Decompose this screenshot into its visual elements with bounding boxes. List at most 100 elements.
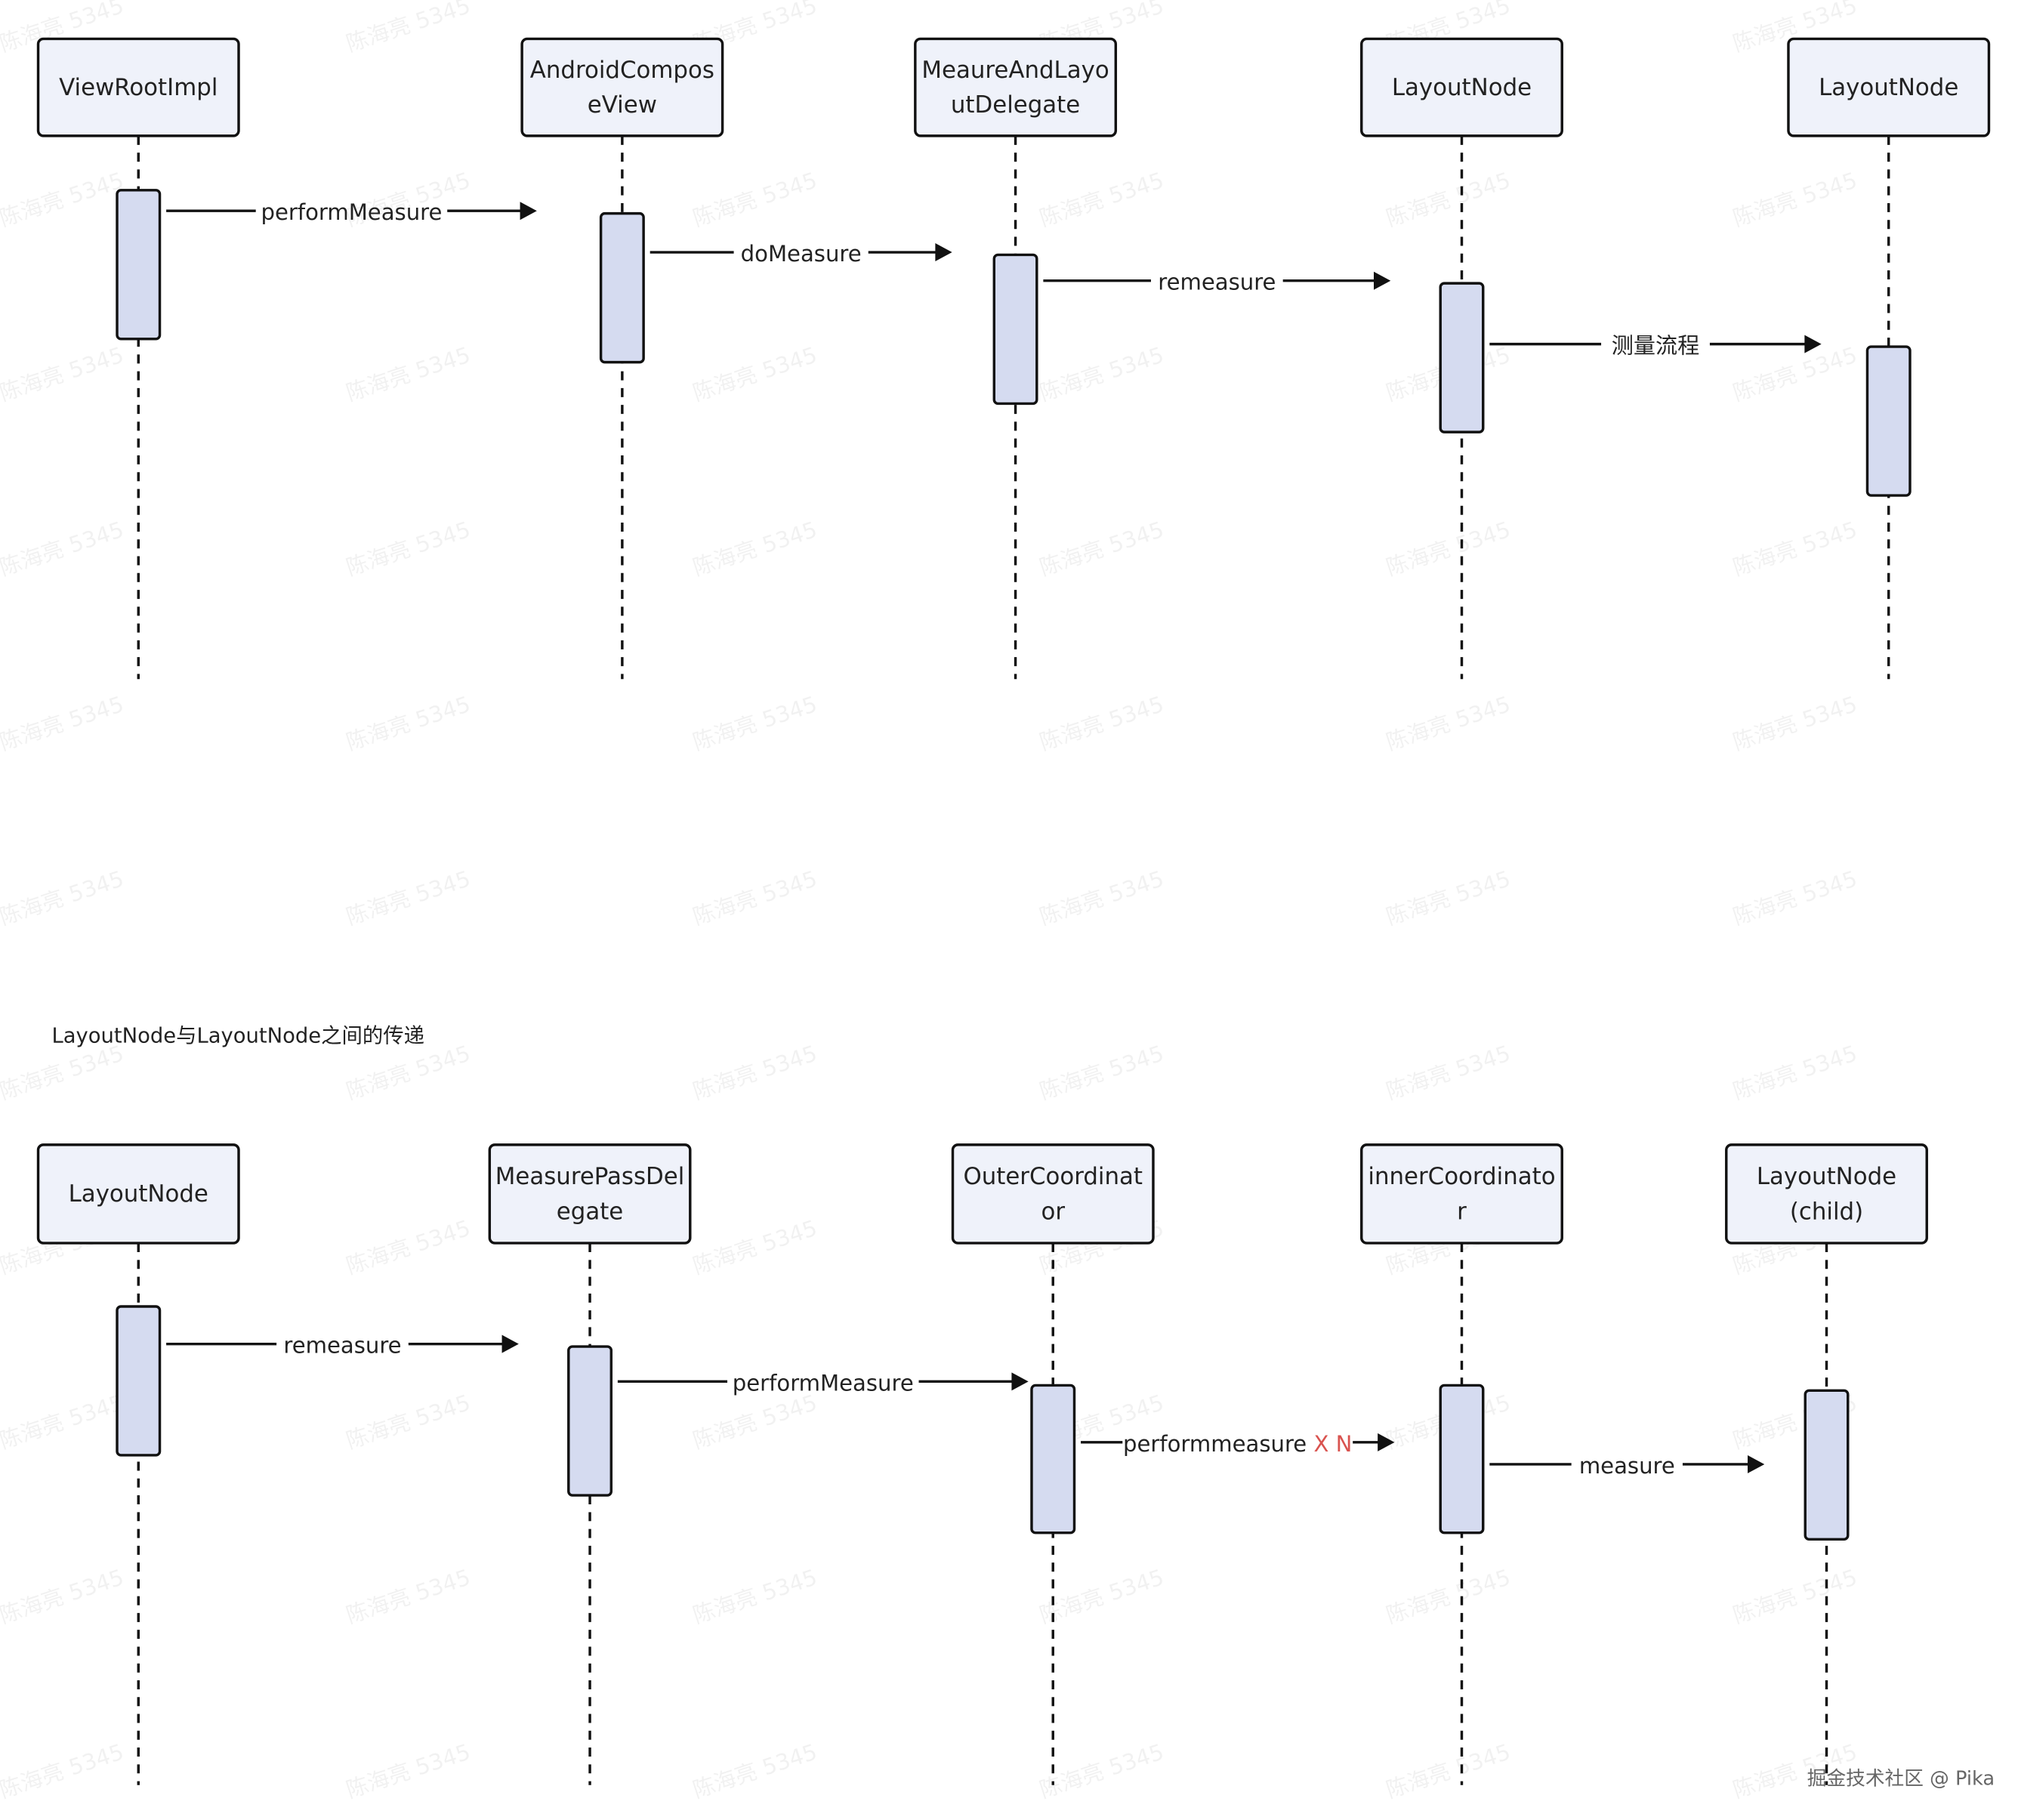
message-label: remeasure xyxy=(1158,270,1276,295)
activation-bar xyxy=(567,1345,613,1497)
participant-label: (child) xyxy=(1790,1198,1863,1225)
watermark-text: 陈海亮 5345 xyxy=(0,691,127,755)
arrowhead-icon xyxy=(1748,1454,1765,1473)
watermark-text: 陈海亮 5345 xyxy=(690,1390,820,1454)
participant-label: innerCoordinato xyxy=(1368,1163,1555,1190)
watermark-text: 陈海亮 5345 xyxy=(0,1041,127,1105)
watermark-text: 陈海亮 5345 xyxy=(1036,865,1167,930)
message-text: 测量流程 xyxy=(1612,333,1699,359)
arrowhead-icon xyxy=(1378,1433,1395,1451)
watermark-text: 陈海亮 5345 xyxy=(690,517,820,581)
message-label: performMeasure xyxy=(261,199,442,225)
watermark-text: 陈海亮 5345 xyxy=(690,342,820,406)
participant-box xyxy=(951,1143,1155,1245)
watermark-text: 陈海亮 5345 xyxy=(1729,1041,1860,1105)
participant-label: eView xyxy=(588,91,657,119)
watermark-text: 陈海亮 5345 xyxy=(343,691,474,755)
message-arrow: performMeasure xyxy=(166,199,537,225)
watermark-text: 陈海亮 5345 xyxy=(0,342,127,406)
watermark-text: 陈海亮 5345 xyxy=(1036,167,1167,231)
watermark-text: 陈海亮 5345 xyxy=(0,1738,127,1803)
message-text: remeasure xyxy=(283,1333,401,1359)
participant-label: MeaureAndLayo xyxy=(921,57,1109,84)
message-arrow: performMeasure xyxy=(617,1370,1029,1396)
watermark-text: 陈海亮 5345 xyxy=(1383,691,1514,755)
participant-label: MeasurePassDel xyxy=(495,1163,685,1190)
message-text: performmeasure xyxy=(1123,1431,1307,1457)
message-text: doMeasure xyxy=(741,241,862,267)
participant-box xyxy=(1360,37,1563,137)
message-arrow: remeasure xyxy=(166,1333,519,1359)
watermark-text: 陈海亮 5345 xyxy=(1036,1738,1167,1803)
watermark-text: 陈海亮 5345 xyxy=(1036,517,1167,581)
watermark-text: 陈海亮 5345 xyxy=(1383,167,1514,231)
watermark-text: 陈海亮 5345 xyxy=(343,1390,474,1454)
watermark-text: 陈海亮 5345 xyxy=(690,1738,820,1803)
activation-bar xyxy=(599,211,645,364)
participant-label: or xyxy=(1041,1198,1065,1225)
watermark-text: 陈海亮 5345 xyxy=(343,1564,474,1628)
watermark-text: 陈海亮 5345 xyxy=(690,1564,820,1628)
message-label: remeasure xyxy=(283,1333,401,1359)
sequence-diagram-bottom: LayoutNode MeasurePassDel egate OuterCoordi… xyxy=(36,1143,1928,1785)
watermark-text: 陈海亮 5345 xyxy=(690,1041,820,1105)
watermark-text: 陈海亮 5345 xyxy=(1383,865,1514,930)
watermark-layer: 陈海亮 5345 陈海亮 5345 陈海亮 5345 陈海亮 5345 陈海亮 5345… xyxy=(0,0,1860,1803)
participant-label: egate xyxy=(557,1198,623,1225)
watermark-text: 陈海亮 5345 xyxy=(343,865,474,930)
message-text: performMeasure xyxy=(261,199,442,225)
watermark-text: 陈海亮 5345 xyxy=(343,1215,474,1279)
participant-label: utDelegate xyxy=(951,91,1080,119)
watermark-text: 陈海亮 5345 xyxy=(1383,517,1514,581)
participant-box xyxy=(1725,1143,1928,1245)
message-arrow: 测量流程 xyxy=(1489,333,1822,359)
footer-watermark: 掘金技术社区 @ Pika xyxy=(1807,1768,1995,1791)
watermark-text: 陈海亮 5345 xyxy=(690,865,820,930)
watermark-text: 陈海亮 5345 xyxy=(343,1041,474,1105)
arrowhead-icon xyxy=(501,1334,519,1353)
participant-box xyxy=(914,37,1118,137)
watermark-text: 陈海亮 5345 xyxy=(1729,342,1860,406)
participant-box xyxy=(36,37,240,137)
message-arrow: doMeasure xyxy=(650,241,952,267)
message-arrow: measure xyxy=(1489,1453,1765,1479)
watermark-text: 陈海亮 5345 xyxy=(690,1215,820,1279)
watermark-text: 陈海亮 5345 xyxy=(0,1390,127,1454)
activation-bar xyxy=(116,189,162,341)
watermark-text: 陈海亮 5345 xyxy=(1729,691,1860,755)
watermark-text: 陈海亮 5345 xyxy=(1036,1041,1167,1105)
arrowhead-icon xyxy=(520,202,537,221)
watermark-text: 陈海亮 5345 xyxy=(1036,342,1167,406)
watermark-text: 陈海亮 5345 xyxy=(1729,167,1860,231)
participant-label: LayoutNode xyxy=(1757,1163,1896,1190)
message-label: 测量流程 xyxy=(1612,333,1699,359)
message-arrow: performmeasure X N xyxy=(1081,1431,1395,1457)
message-text: remeasure xyxy=(1158,270,1276,295)
watermark-text: 陈海亮 5345 xyxy=(690,691,820,755)
message-text: performMeasure xyxy=(733,1370,914,1396)
watermark-text: 陈海亮 5345 xyxy=(0,517,127,581)
activation-bar xyxy=(992,253,1038,406)
watermark-text: 陈海亮 5345 xyxy=(0,1564,127,1628)
watermark-text: 陈海亮 5345 xyxy=(690,167,820,231)
watermark-text: 陈海亮 5345 xyxy=(1729,865,1860,930)
participant-box xyxy=(488,1143,692,1245)
participant-label: AndroidCompos xyxy=(530,57,714,84)
participant-label: ViewRootImpl xyxy=(59,74,218,101)
watermark-text: 陈海亮 5345 xyxy=(1036,691,1167,755)
message-label: performMeasure xyxy=(733,1370,914,1396)
activation-bar xyxy=(1439,1384,1485,1535)
watermark-text: 陈海亮 5345 xyxy=(1383,1041,1514,1105)
message-label: measure xyxy=(1579,1453,1675,1479)
watermark-text: 陈海亮 5345 xyxy=(0,865,127,930)
message-text: measure xyxy=(1579,1453,1675,1479)
message-label: performmeasure X N xyxy=(1123,1431,1352,1457)
watermark-text: 陈海亮 5345 xyxy=(343,1738,474,1803)
participant-label: LayoutNode xyxy=(69,1180,208,1208)
participant-box xyxy=(1360,1143,1563,1245)
diagram-caption: LayoutNode与LayoutNode之间的传递 xyxy=(52,1025,425,1048)
participant-label: r xyxy=(1457,1198,1467,1225)
arrowhead-icon xyxy=(935,243,952,262)
watermark-text: 陈海亮 5345 xyxy=(1729,1564,1860,1628)
